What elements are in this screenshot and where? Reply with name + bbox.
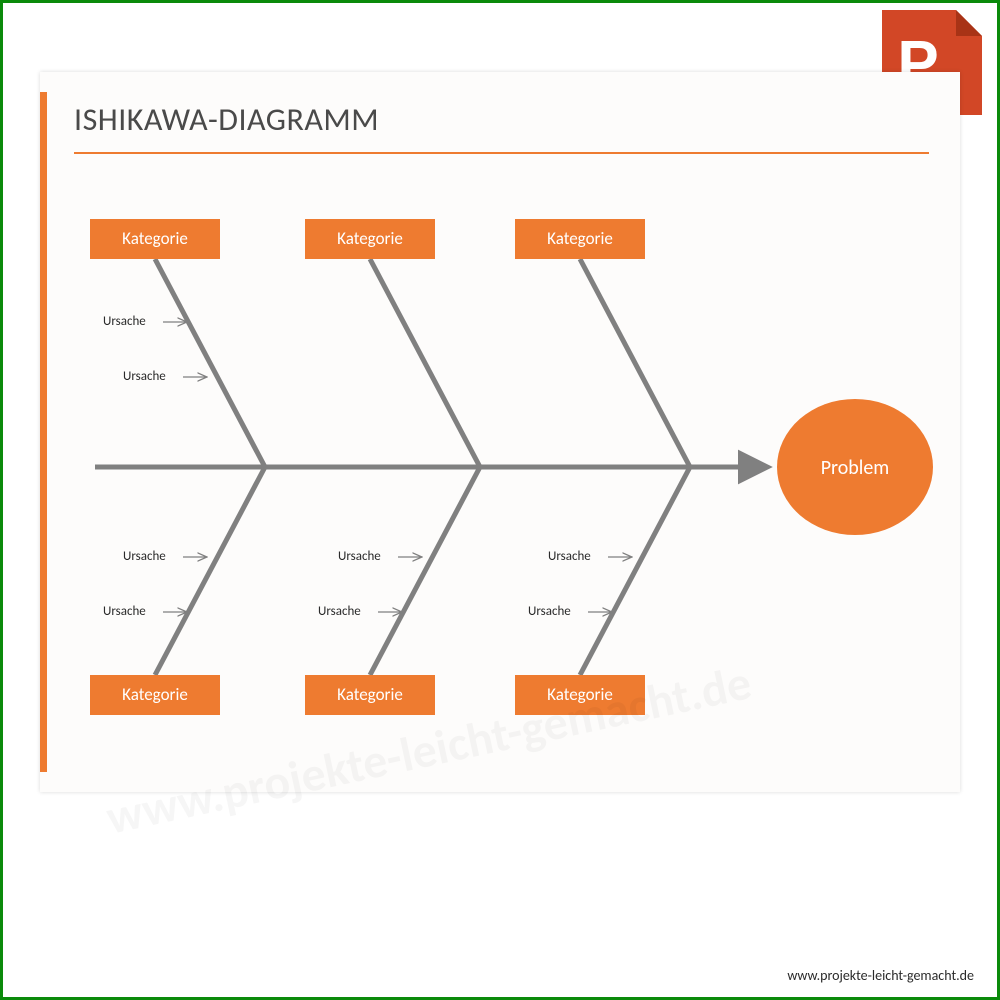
- problem-label: Problem: [821, 456, 890, 480]
- cause-top-1-1: Ursache: [103, 314, 146, 329]
- bone-bottom-2: [370, 467, 480, 675]
- category-label-bottom-1: Kategorie: [122, 684, 188, 705]
- cause-bottom-1-2: Ursache: [103, 604, 146, 619]
- fishbone-diagram: Kategorie Ursache Ursache Kategorie Kate…: [65, 177, 935, 757]
- slide: ISHIKAWA-DIAGRAMM Kategorie Ursache Ursa…: [40, 72, 960, 792]
- category-label-bottom-2: Kategorie: [337, 684, 403, 705]
- cause-top-1-2: Ursache: [123, 369, 166, 384]
- cause-bottom-3-2: Ursache: [528, 604, 571, 619]
- cause-bottom-2-1: Ursache: [338, 549, 381, 564]
- cause-bottom-2-2: Ursache: [318, 604, 361, 619]
- bone-top-3: [580, 259, 690, 467]
- title-divider: [74, 152, 929, 154]
- category-label-top-3: Kategorie: [547, 228, 613, 249]
- cause-bottom-1-1: Ursache: [123, 549, 166, 564]
- bone-bottom-3: [580, 467, 690, 675]
- category-label-top-1: Kategorie: [122, 228, 188, 249]
- bone-top-1: [155, 259, 265, 467]
- category-label-top-2: Kategorie: [337, 228, 403, 249]
- slide-title: ISHIKAWA-DIAGRAMM: [74, 100, 379, 139]
- cause-bottom-3-1: Ursache: [548, 549, 591, 564]
- accent-bar: [40, 92, 47, 772]
- bone-top-2: [370, 259, 480, 467]
- category-label-bottom-3: Kategorie: [547, 684, 613, 705]
- footer-url: www.projekte-leicht-gemacht.de: [787, 967, 974, 984]
- bone-bottom-1: [155, 467, 265, 675]
